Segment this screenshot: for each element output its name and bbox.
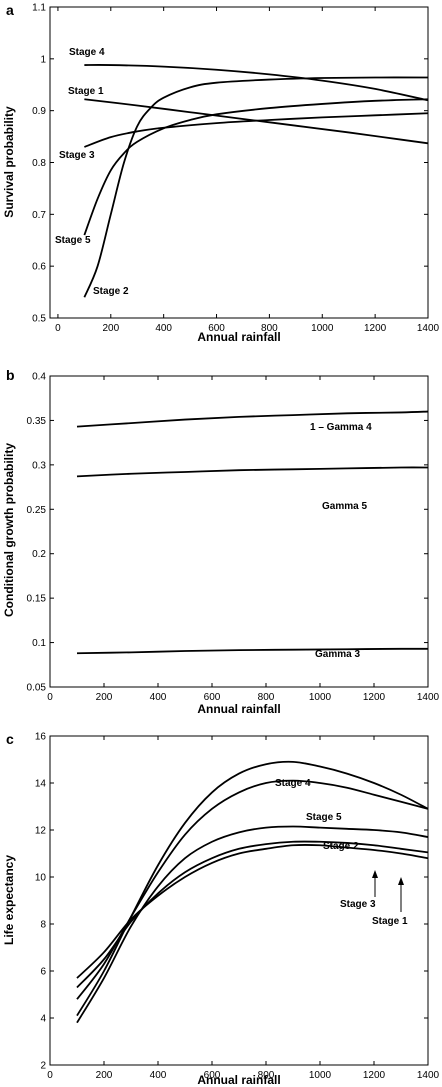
panel-b-y-tick-label: 0.3	[32, 460, 46, 471]
panel-c-annotation-stage-2: Stage 2	[323, 841, 359, 852]
panel-c-x-tick-label: 1000	[309, 1070, 332, 1081]
panel-a-series-stage-1	[84, 98, 429, 145]
panel-c-series-stage-5	[76, 779, 429, 1000]
panel-c-series-stage-2	[76, 825, 429, 1024]
panel-c-arrow-stage-3	[372, 870, 378, 897]
panel-a-x-tick-label: 600	[208, 323, 225, 334]
panel-b-x-tick-label: 800	[258, 692, 275, 703]
panel-a-series-stage-3	[84, 112, 429, 148]
panel-b-y-ticks: 0.05 0.1 0.15 0.2 0.25 0.3 0.35 0.4	[27, 372, 428, 694]
panel-a-annotation-stage-2: Stage 2	[93, 286, 129, 297]
panel-b-plot-area	[49, 375, 429, 688]
panel-a-curves	[83, 64, 429, 298]
panel-c-annotation-stage-1: Stage 1	[372, 916, 408, 927]
panel-a-x-tick-label: 200	[102, 323, 119, 334]
panel-c-series-stage-3	[76, 840, 429, 989]
panel-c-annotation-stage-5: Stage 5	[306, 812, 342, 823]
panel-b-series-1-gamma-4	[76, 410, 429, 428]
panel-a-letter: a	[6, 2, 14, 18]
panel-a: a 0 200 400 600 800 1000 1200 1400 0.5 0.6 0.7 0.8…	[2, 2, 440, 344]
panel-b: b 0 200 400 600 800 1000 1200 1400 0.050.10.150…	[2, 367, 440, 716]
panel-c-x-tick-label: 800	[258, 1070, 275, 1081]
panel-a-x-tick-label: 1200	[364, 323, 387, 334]
panel-a-y-axis-label: Survival probability	[2, 106, 16, 218]
panel-a-annotation-stage-4: Stage 4	[69, 47, 105, 58]
panel-a-y-ticks: 0.5 0.6 0.7 0.8 0.9 1 1.1	[32, 3, 428, 325]
panel-a-annotation-stage-1: Stage 1	[68, 86, 104, 97]
panel-c-y-tick-label: 4	[40, 1014, 46, 1025]
panel-c-x-tick-label: 0	[47, 1070, 53, 1081]
panel-a-annotation-stage-3: Stage 3	[59, 150, 95, 161]
panel-b-x-tick-label: 400	[150, 692, 167, 703]
panel-c-y-tick-label: 8	[40, 920, 46, 931]
panel-b-x-tick-label: 0	[47, 692, 53, 703]
panel-c-y-tick-label: 10	[35, 873, 47, 884]
panel-b-x-ticks: 0 200 400 600 800 1000 1200 1400	[47, 376, 440, 703]
panel-c-x-axis-label: Annual rainfall	[197, 1073, 280, 1087]
panel-c-series-stage-1	[76, 844, 429, 979]
panel-b-y-axis-label: Conditional growth probability	[2, 443, 16, 617]
panel-c: c 0 200 400 600 800 1000 1200 1400 2 4 6 8 10 12 14 16…	[2, 731, 440, 1087]
panel-c-x-tick-label: 400	[150, 1070, 167, 1081]
panel-a-y-tick-label: 0.5	[32, 314, 46, 325]
panel-a-annotation-stage-5: Stage 5	[55, 235, 91, 246]
panel-a-y-tick-label: 0.9	[32, 106, 46, 117]
panel-b-annotation-gamma-5: Gamma 5	[322, 501, 367, 512]
panel-c-letter: c	[6, 731, 14, 747]
panel-c-arrow-stage-1	[398, 877, 404, 912]
panel-b-y-tick-label: 0.2	[32, 549, 46, 560]
panel-b-y-tick-label: 0.05	[27, 683, 47, 694]
panel-c-y-tick-label: 2	[40, 1061, 46, 1072]
panel-a-series-stage-4	[84, 64, 429, 102]
panel-b-y-tick-label: 0.25	[27, 505, 47, 516]
panel-c-curves	[76, 760, 429, 1024]
panel-b-series-gamma-5	[76, 466, 429, 478]
panel-a-y-tick-label: 0.7	[32, 210, 46, 221]
panel-c-x-ticks: 0 200 400 600 800 1000 1200 1400	[47, 736, 440, 1081]
panel-b-y-tick-label: 0.35	[27, 416, 47, 427]
panel-c-y-axis-label: Life expectancy	[2, 855, 16, 945]
panel-a-x-tick-label: 800	[261, 323, 278, 334]
panel-a-x-tick-label: 0	[55, 323, 61, 334]
panel-c-x-tick-label: 600	[204, 1070, 221, 1081]
panel-c-y-tick-label: 14	[35, 779, 47, 790]
panel-b-x-tick-label: 1000	[309, 692, 332, 703]
panel-a-plot-area	[49, 6, 429, 319]
panel-c-x-tick-label: 1400	[417, 1070, 440, 1081]
panel-a-x-tick-label: 1400	[417, 323, 440, 334]
panel-a-x-tick-label: 1000	[311, 323, 334, 334]
panel-a-y-tick-label: 0.8	[32, 158, 46, 169]
panel-c-y-tick-label: 6	[40, 967, 46, 978]
panel-b-x-axis-label: Annual rainfall	[197, 702, 280, 716]
panel-c-y-tick-label: 16	[35, 732, 47, 743]
panel-a-x-ticks: 0 200 400 600 800 1000 1200 1400	[55, 7, 440, 334]
panel-b-y-tick-label: 0.1	[32, 638, 46, 649]
panel-c-x-tick-label: 1200	[363, 1070, 386, 1081]
panel-c-y-ticks: 2 4 6 8 10 12 14 16	[35, 732, 428, 1072]
panel-c-plot-area	[49, 735, 429, 1066]
panel-a-series-stage-5	[83, 98, 429, 236]
panel-b-annotation-gamma-3: Gamma 3	[315, 649, 360, 660]
panel-a-series-stage-2	[83, 76, 429, 298]
panel-a-y-tick-label: 1.1	[32, 3, 46, 14]
panel-b-x-tick-label: 200	[96, 692, 113, 703]
panel-c-x-tick-label: 200	[96, 1070, 113, 1081]
panel-a-y-tick-label: 0.6	[32, 262, 46, 273]
panel-b-series-gamma-3	[76, 647, 429, 655]
panel-c-y-tick-label: 12	[35, 826, 47, 837]
panel-a-x-axis-label: Annual rainfall	[197, 330, 280, 344]
panel-c-annotation-stage-3: Stage 3	[340, 899, 376, 910]
panel-b-x-tick-label: 600	[204, 692, 221, 703]
panel-a-x-tick-label: 400	[155, 323, 172, 334]
panel-c-annotation-stage-4: Stage 4	[275, 778, 311, 789]
panel-b-curves	[76, 410, 429, 655]
panel-b-x-tick-label: 1400	[417, 692, 440, 703]
panel-b-letter: b	[6, 367, 15, 383]
panel-b-y-tick-label: 0.15	[27, 594, 47, 605]
panel-a-y-tick-label: 1	[40, 54, 46, 65]
panel-b-y-tick-label: 0.4	[32, 372, 46, 383]
panel-b-x-tick-label: 1200	[363, 692, 386, 703]
panel-b-annotation-1-gamma-4: 1 – Gamma 4	[310, 422, 372, 433]
